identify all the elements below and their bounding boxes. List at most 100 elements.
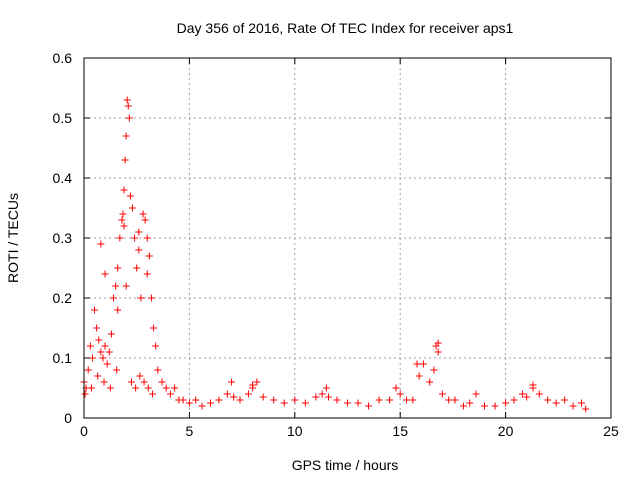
data-point [93,324,101,332]
data-point [466,399,474,407]
data-point [544,396,552,404]
data-point [81,390,89,398]
y-tick-label: 0.1 [53,350,73,366]
data-point [143,270,151,278]
y-tick-label: 0.6 [53,50,73,66]
data-point [112,282,120,290]
data-point [120,186,128,194]
data-point [415,372,423,380]
data-point [126,192,134,200]
data-point [131,234,139,242]
data-point [491,402,499,410]
data-point [84,366,92,374]
data-point [280,399,288,407]
data-point [333,396,341,404]
data-point [259,393,267,401]
data-point [94,372,102,380]
data-point [101,270,109,278]
data-point [95,336,103,344]
data-point [472,390,480,398]
x-tick-label: 0 [80,423,88,439]
data-point [147,294,155,302]
data-point [198,402,206,410]
data-point [162,384,170,392]
data-point [459,402,467,410]
data-point [434,348,442,356]
data-point [223,390,231,398]
data-point [561,396,569,404]
data-point [375,396,383,404]
data-point [139,210,147,218]
data-point [270,396,278,404]
data-point [409,396,417,404]
data-point [101,342,109,350]
data-point [179,396,187,404]
data-point [145,252,153,260]
data-point [301,399,309,407]
data-point [434,339,442,347]
data-point [502,399,510,407]
data-point [123,96,131,104]
data-point [122,132,130,140]
data-point [114,306,122,314]
data-point [392,384,400,392]
data-point [312,393,320,401]
data-point [244,390,252,398]
y-tick-label: 0.3 [53,230,73,246]
y-tick-label: 0.2 [53,290,73,306]
data-point [582,405,590,413]
data-point [116,234,124,242]
data-point [88,354,96,362]
data-point [107,330,115,338]
data-point [135,246,143,254]
data-point [140,378,148,386]
data-point [529,381,537,389]
data-point [128,204,136,212]
x-tick-label: 25 [603,423,619,439]
data-point [152,342,160,350]
data-point [481,402,489,410]
grid [84,58,611,418]
data-point [192,396,200,404]
data-point [396,390,404,398]
data-point [122,282,130,290]
data-point [97,348,105,356]
data-point [185,399,193,407]
data-point [99,354,107,362]
data-point [100,378,108,386]
data-point [125,114,133,122]
data-point [413,360,421,368]
data-point [114,264,122,272]
data-point [141,216,149,224]
data-point [438,390,446,398]
data-point [215,396,223,404]
data-point [451,396,459,404]
data-point [132,384,140,392]
data-point [171,384,179,392]
data-point [91,306,99,314]
y-tick-label: 0.5 [53,110,73,126]
data-point [103,360,111,368]
data-point [154,366,162,374]
data-point [236,396,244,404]
x-tick-label: 10 [287,423,303,439]
data-point [354,399,362,407]
data-point [127,378,135,386]
data-point [105,348,113,356]
data-point [365,402,373,410]
data-point [136,372,144,380]
data-point [87,384,95,392]
y-axis-label: ROTI / TECUs [5,193,21,283]
data-point [119,210,127,218]
data-point [143,234,151,242]
data-point [121,156,129,164]
data-point [510,396,518,404]
data-point [523,393,531,401]
axis-ticks: 0 5 10 15 20 25 0 0.1 0.2 0.3 0.4 0.5 0.6 [53,50,619,439]
data-point [113,366,121,374]
data-point [97,240,105,248]
data-point [206,399,214,407]
chart-title: Day 356 of 2016, Rate Of TEC Index for r… [177,20,514,36]
data-point [386,396,394,404]
